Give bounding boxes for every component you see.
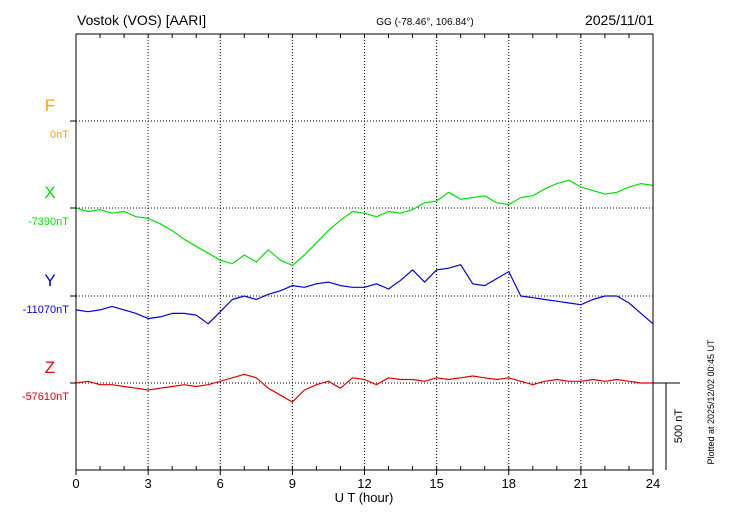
trace-x [75,179,654,266]
grid-layer [76,34,653,470]
plotted-timestamp: Plotted at 2025/12/02 00:45 UT [706,339,716,465]
x-tick-label: 0 [72,476,79,491]
scale-bar-label: 500 nT [673,409,685,444]
trace-z [75,373,653,403]
channel-baseline-f: 0nT [50,129,69,141]
x-tick-label: 15 [429,476,443,491]
channel-baseline-y: -11070nT [23,304,70,316]
x-tick-label: 6 [217,476,224,491]
trace-layer [75,179,654,403]
channel-name-x: X [44,183,55,202]
channel-baseline-z: -57610nT [22,391,69,403]
channel-name-y: Y [44,271,55,290]
x-tick-label: 21 [574,476,588,491]
channel-name-f: F [45,96,55,115]
x-tick-label: 9 [289,476,296,491]
plot-area [76,34,653,470]
channel-name-z: Z [45,358,55,377]
x-tick-label: 18 [502,476,516,491]
x-tick-label: 24 [646,476,660,491]
coordinates-label: GG (-78.46°, 106.84°) [376,17,474,28]
x-tick-label: 12 [357,476,371,491]
date-label: 2025/11/01 [585,12,654,28]
x-axis-label: U T (hour) [335,490,394,505]
tick-layer [70,34,654,475]
label-layer: 0 3 6 9 12 15 18 21 24 F 0nT X -7390nT Y -11070nT Z -576… [22,96,660,491]
trace-y [75,264,654,325]
channel-baseline-x: -7390nT [28,216,69,228]
station-title: Vostok (VOS) [AARI] [77,12,206,28]
x-tick-label: 3 [145,476,152,491]
